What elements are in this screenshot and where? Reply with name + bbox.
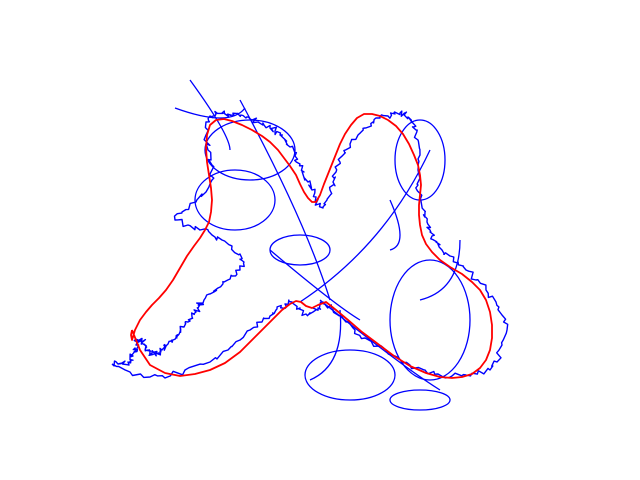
noisy-link-2: [269, 249, 361, 321]
noisy-link-7: [419, 239, 461, 301]
noisy-link-1: [239, 99, 331, 301]
noisy-loop-3: [269, 234, 331, 266]
noisy-link-4: [309, 309, 342, 381]
noisy-link-6: [174, 107, 246, 119]
noisy-loop-2: [389, 259, 471, 381]
fitted-path-line: [130, 113, 493, 379]
noisy-link-0: [299, 149, 431, 303]
noisy-link-5: [189, 79, 231, 151]
noisy-link-8: [389, 199, 401, 251]
noisy-loop-1: [304, 349, 396, 401]
series-layer: [111, 110, 509, 379]
noisy-loop-0: [389, 389, 451, 411]
noisy-loop-6: [194, 169, 276, 231]
